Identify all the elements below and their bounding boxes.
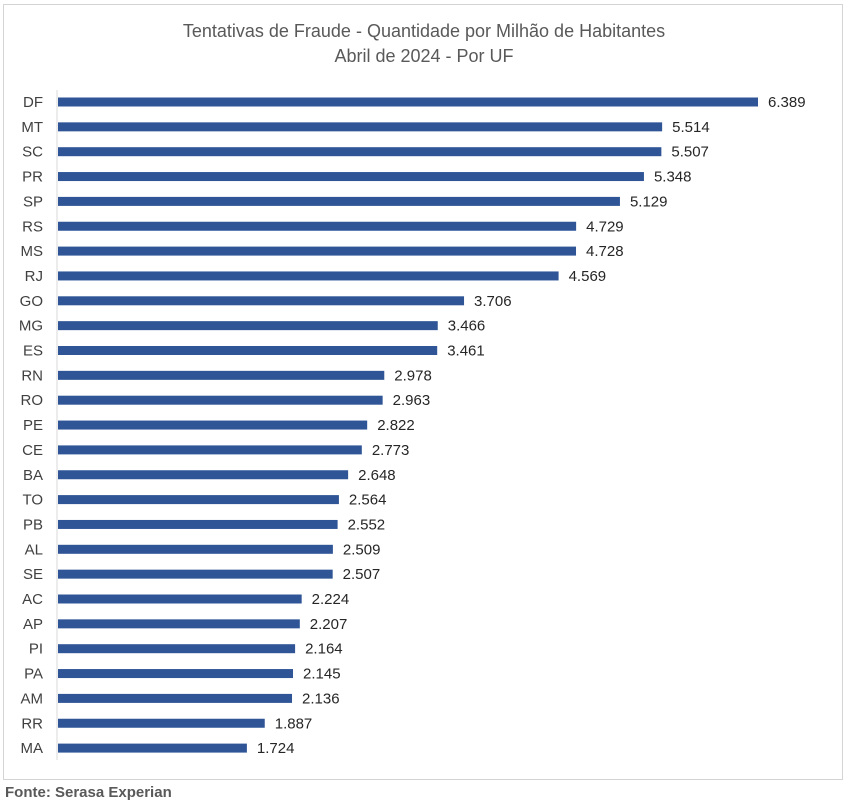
value-label: 3.461: [447, 343, 485, 360]
bar: [58, 470, 349, 480]
category-label: AC: [22, 591, 43, 608]
category-label: GO: [20, 293, 43, 310]
bar: [58, 420, 368, 430]
bar: [58, 743, 247, 753]
category-label: CE: [22, 442, 43, 459]
value-label: 2.164: [305, 641, 343, 658]
category-label: RS: [22, 218, 43, 235]
value-label: 2.648: [358, 467, 396, 484]
category-label: MT: [21, 119, 43, 136]
bar: [58, 569, 333, 579]
category-label: MS: [21, 243, 44, 260]
bar: [58, 644, 296, 654]
bar: [58, 296, 465, 306]
category-label: SP: [23, 193, 43, 210]
bar: [58, 594, 302, 604]
bar: [58, 346, 438, 355]
category-label: DF: [23, 94, 43, 111]
category-label: AL: [25, 541, 43, 558]
value-label: 2.552: [348, 516, 386, 533]
category-label: RN: [21, 367, 43, 384]
bar: [58, 196, 620, 206]
value-label: 2.963: [393, 392, 431, 409]
bar: [58, 122, 663, 132]
value-label: 5.129: [630, 193, 668, 210]
category-label: MG: [19, 318, 43, 335]
value-label: 3.706: [474, 293, 512, 310]
category-label: BA: [23, 467, 43, 484]
category-label: AP: [23, 616, 43, 633]
category-label: SE: [23, 566, 43, 583]
category-label: RR: [21, 715, 43, 732]
bar: [58, 221, 577, 231]
value-label: 3.466: [448, 318, 486, 335]
value-label: 2.978: [394, 367, 432, 384]
bar: [58, 495, 339, 505]
bar: [58, 619, 300, 629]
bar: [58, 321, 438, 331]
bar: [58, 172, 644, 182]
value-label: 2.136: [302, 690, 340, 707]
category-label: PR: [22, 169, 43, 186]
bar: [58, 519, 338, 529]
value-label: 6.389: [768, 94, 806, 111]
category-label: PI: [29, 641, 43, 658]
value-label: 2.773: [372, 442, 410, 459]
bar: [58, 395, 383, 405]
category-label: AM: [21, 690, 44, 707]
category-label: ES: [23, 343, 43, 360]
bar: [58, 718, 265, 728]
bar: [58, 271, 559, 281]
bar: [58, 693, 293, 703]
category-label: TO: [22, 492, 43, 509]
category-label: SC: [22, 144, 43, 161]
bar: [58, 246, 577, 256]
value-label: 2.224: [312, 591, 350, 608]
chart-subtitle: Abril de 2024 - Por UF: [334, 46, 513, 66]
category-label: PE: [23, 417, 43, 434]
value-label: 5.514: [672, 119, 710, 136]
category-label: RJ: [25, 268, 43, 285]
chart-title: Tentativas de Fraude - Quantidade por Mi…: [183, 21, 665, 41]
value-label: 2.564: [349, 492, 387, 509]
bar: [58, 370, 385, 380]
bar: [58, 445, 362, 455]
value-label: 5.507: [671, 144, 709, 161]
category-label: PA: [24, 666, 43, 683]
value-label: 4.729: [586, 218, 624, 235]
value-label: 4.569: [569, 268, 607, 285]
source-note: Fonte: Serasa Experian: [5, 784, 172, 801]
category-label: PB: [23, 516, 43, 533]
bars-group: DF 6.389 MT 5.514 SC 5.507 PR 5.348 SP 5.129 RS 4.7…: [19, 94, 806, 757]
bar: [58, 669, 294, 679]
value-label: 2.507: [343, 566, 381, 583]
category-label: RO: [21, 392, 44, 409]
bar: [58, 544, 333, 554]
category-label: MA: [21, 740, 44, 757]
value-label: 2.509: [343, 541, 381, 558]
value-label: 2.145: [303, 666, 341, 683]
value-label: 2.822: [377, 417, 415, 434]
value-label: 4.728: [586, 243, 624, 260]
bar: [58, 97, 758, 107]
value-label: 2.207: [310, 616, 348, 633]
value-label: 1.887: [275, 715, 313, 732]
value-label: 5.348: [654, 169, 692, 186]
bar: [58, 147, 662, 157]
value-label: 1.724: [257, 740, 295, 757]
